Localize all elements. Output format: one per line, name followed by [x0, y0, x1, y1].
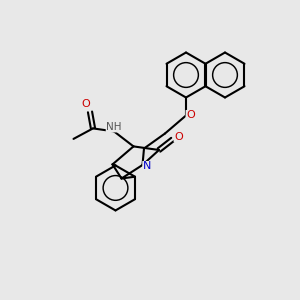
Text: NH: NH [106, 122, 122, 132]
Text: O: O [174, 131, 183, 142]
Text: O: O [186, 110, 195, 121]
Text: N: N [143, 161, 151, 172]
Text: O: O [81, 99, 90, 110]
